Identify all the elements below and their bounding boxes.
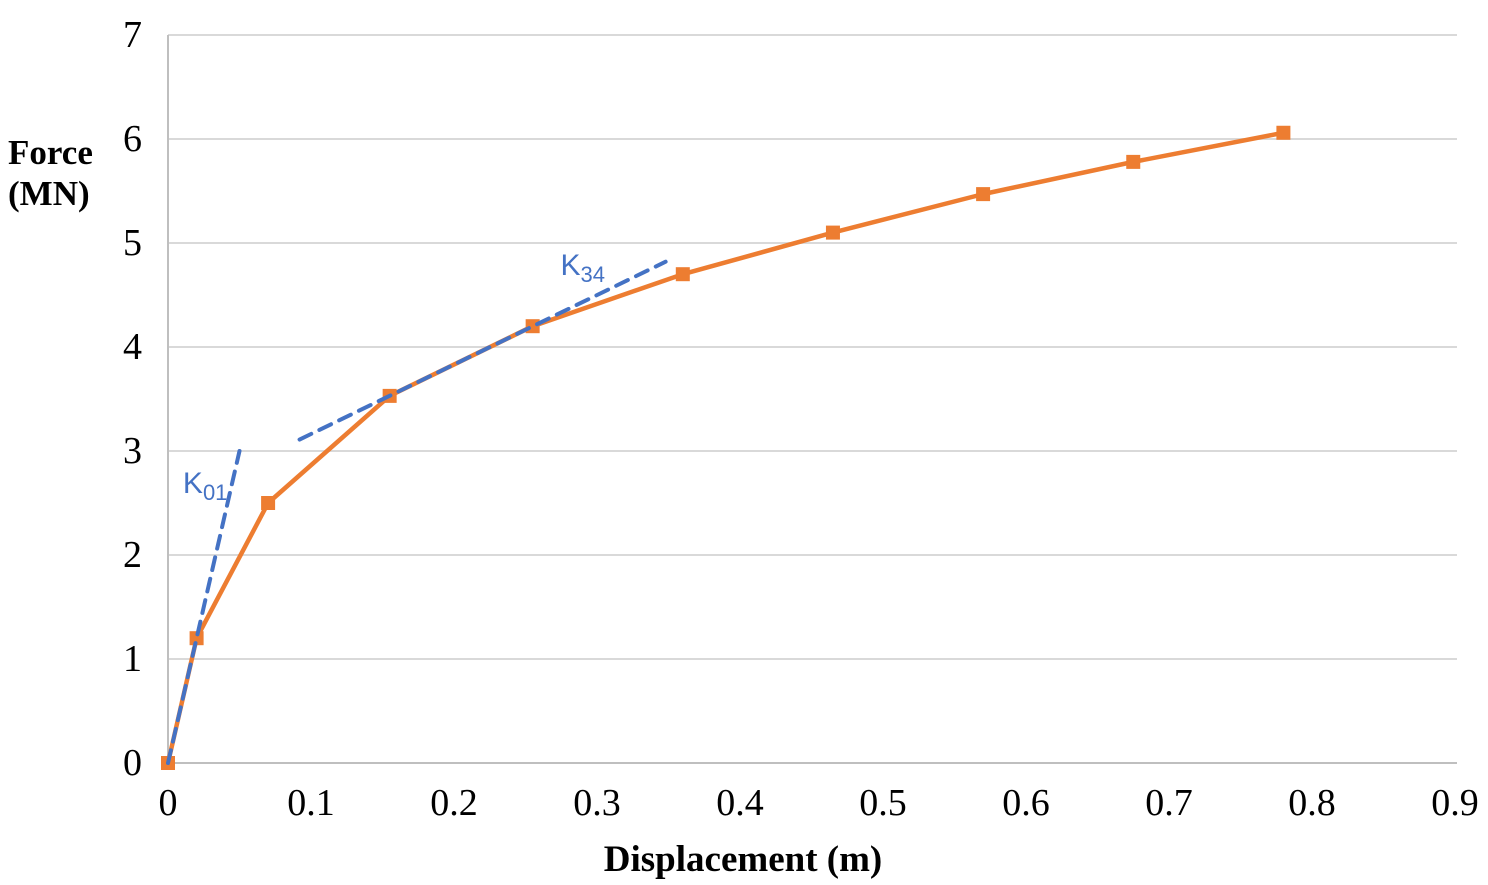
axis-lines: [167, 35, 1457, 764]
y-tick-label-4: 4: [123, 326, 142, 368]
x-tick-label-0.3: 0.3: [573, 782, 621, 824]
y-tick-label-5: 5: [123, 222, 142, 264]
x-axis-title: Displacement (m): [603, 839, 883, 880]
annotation-lines-group: [166, 259, 668, 765]
x-tick-label-0: 0: [158, 782, 178, 824]
y-tick-label-0: 0: [123, 742, 142, 784]
y-axis-title-line2: (MN): [8, 174, 90, 213]
x-tick-label-0.5: 0.5: [859, 782, 907, 824]
series-group: [161, 125, 1291, 770]
y-axis-title-line1: Force: [8, 133, 93, 172]
gridlines: [168, 34, 1457, 660]
y-tick-label-2: 2: [123, 534, 142, 576]
secant-line-K34_stiffness_line: [297, 259, 668, 442]
y-tick-label-3: 3: [123, 430, 142, 472]
k01-label-main: K: [182, 467, 203, 501]
x-tick-label-0.2: 0.2: [430, 782, 478, 824]
x-tick-label-0.4: 0.4: [716, 782, 764, 824]
data-point-marker: [261, 496, 276, 510]
data-point-marker: [675, 267, 690, 282]
y-tick-label-6: 6: [123, 118, 142, 160]
x-tick-label-0.8: 0.8: [1288, 782, 1336, 824]
x-tick-label-0.9: 0.9: [1431, 782, 1479, 824]
y-tick-label-7: 7: [123, 14, 142, 56]
series-line-force_displacement_curve: [165, 130, 1286, 766]
y-tick-label-1: 1: [123, 638, 142, 680]
data-point-marker: [525, 319, 540, 334]
data-point-marker: [1126, 154, 1141, 169]
y-axis-title: Force (MN): [8, 132, 93, 214]
x-tick-label-0.1: 0.1: [287, 782, 335, 824]
k34-label-main: K: [560, 248, 581, 282]
x-tick-label-0.7: 0.7: [1145, 782, 1193, 824]
data-point-marker: [1276, 125, 1291, 140]
x-tick-label-0.6: 0.6: [1002, 782, 1050, 824]
k01-label-subscript: 01: [202, 480, 228, 506]
annotation-label-k34: K34: [560, 248, 605, 287]
data-point-marker: [189, 631, 204, 646]
data-point-marker: [976, 187, 991, 202]
k34-label-subscript: 34: [580, 261, 605, 287]
data-point-marker: [825, 225, 840, 240]
secant-line-K01_stiffness_line: [166, 449, 242, 765]
annotation-label-k01: K01: [182, 467, 228, 505]
